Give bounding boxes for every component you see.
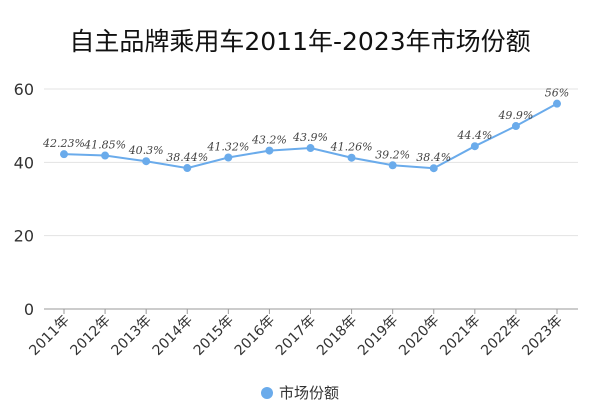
data-label: 44.4%: [456, 129, 492, 142]
x-tick-label: 2014年: [150, 313, 196, 359]
data-point: [388, 161, 397, 170]
x-tick-label: 2011年: [26, 313, 72, 359]
data-label: 41.85%: [83, 139, 126, 152]
y-tick-label: 60: [14, 80, 34, 99]
data-point: [224, 153, 233, 162]
x-tick-label: 2023年: [519, 313, 565, 359]
x-tick-label: 2018年: [314, 313, 360, 359]
x-tick-label: 2019年: [355, 313, 401, 359]
x-tick-label: 2012年: [67, 313, 113, 359]
data-label: 38.4%: [416, 151, 451, 164]
data-label: 41.26%: [330, 141, 373, 154]
x-tick-label: 2021年: [437, 313, 483, 359]
x-tick-label: 2022年: [478, 313, 524, 359]
legend[interactable]: 市场份额: [0, 382, 600, 403]
data-point: [306, 144, 315, 153]
x-tick-label: 2017年: [273, 313, 319, 359]
data-point: [553, 99, 561, 108]
legend-label: 市场份额: [278, 384, 339, 402]
data-point: [511, 122, 520, 131]
data-label: 49.9%: [497, 109, 533, 122]
x-tick-label: 2015年: [191, 313, 237, 359]
x-tick-label: 2020年: [396, 313, 442, 359]
data-point: [183, 164, 192, 173]
data-point: [60, 150, 68, 159]
y-tick-label: 0: [24, 300, 34, 319]
data-point: [347, 153, 356, 162]
data-label: 39.2%: [375, 148, 410, 161]
y-tick-label: 40: [14, 153, 34, 172]
data-label: 43.2%: [251, 134, 287, 147]
x-tick-label: 2013年: [109, 313, 155, 359]
y-tick-label: 20: [14, 227, 34, 246]
data-label: 40.3%: [128, 144, 164, 157]
x-tick-label: 2016年: [232, 313, 278, 359]
data-point: [142, 157, 151, 166]
legend-marker: [260, 387, 273, 399]
chart-title: 自主品牌乘用车2011年-2023年市场份额: [69, 27, 531, 56]
data-point: [265, 146, 274, 155]
data-label: 42.23%: [42, 137, 85, 150]
data-label: 41.32%: [206, 140, 249, 153]
data-label: 56%: [545, 87, 569, 100]
data-point: [101, 151, 110, 160]
data-point: [429, 164, 438, 173]
data-label: 43.9%: [292, 131, 328, 144]
data-point: [470, 142, 479, 151]
data-label: 38.44%: [166, 151, 208, 164]
